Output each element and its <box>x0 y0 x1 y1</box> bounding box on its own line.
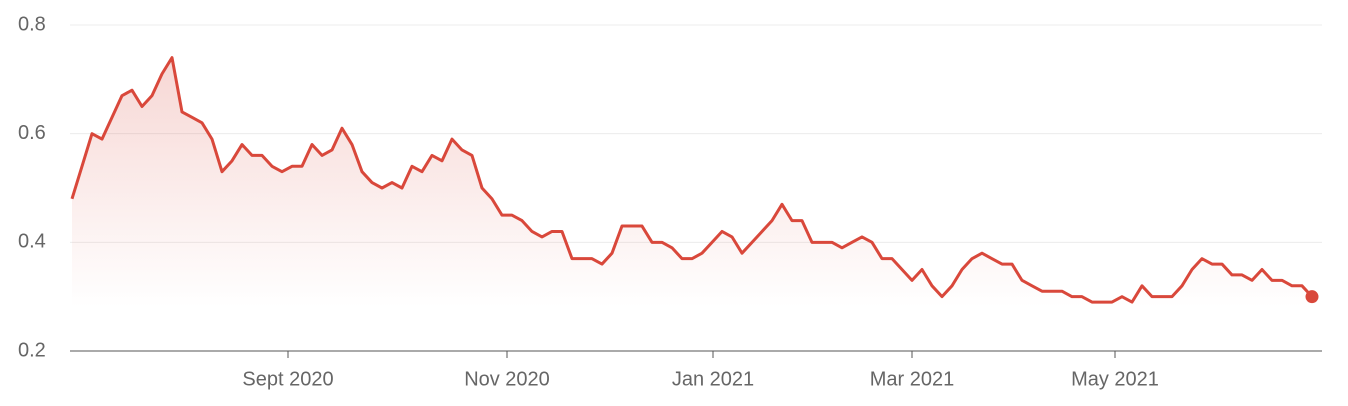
y-tick-label: 0.2 <box>18 339 46 361</box>
area-fill <box>72 57 1312 351</box>
y-tick-label: 0.8 <box>18 13 46 35</box>
price-line <box>70 56 1314 304</box>
x-tick-label: Mar 2021 <box>870 368 955 390</box>
x-tick-label: Jan 2021 <box>672 368 754 390</box>
x-tick-label: Nov 2020 <box>464 368 550 390</box>
end-dot <box>1305 290 1319 304</box>
x-tick-label: Sept 2020 <box>242 368 333 390</box>
x-tick-label: May 2021 <box>1071 368 1159 390</box>
y-tick-label: 0.4 <box>18 231 46 253</box>
y-tick-label: 0.6 <box>18 122 46 144</box>
